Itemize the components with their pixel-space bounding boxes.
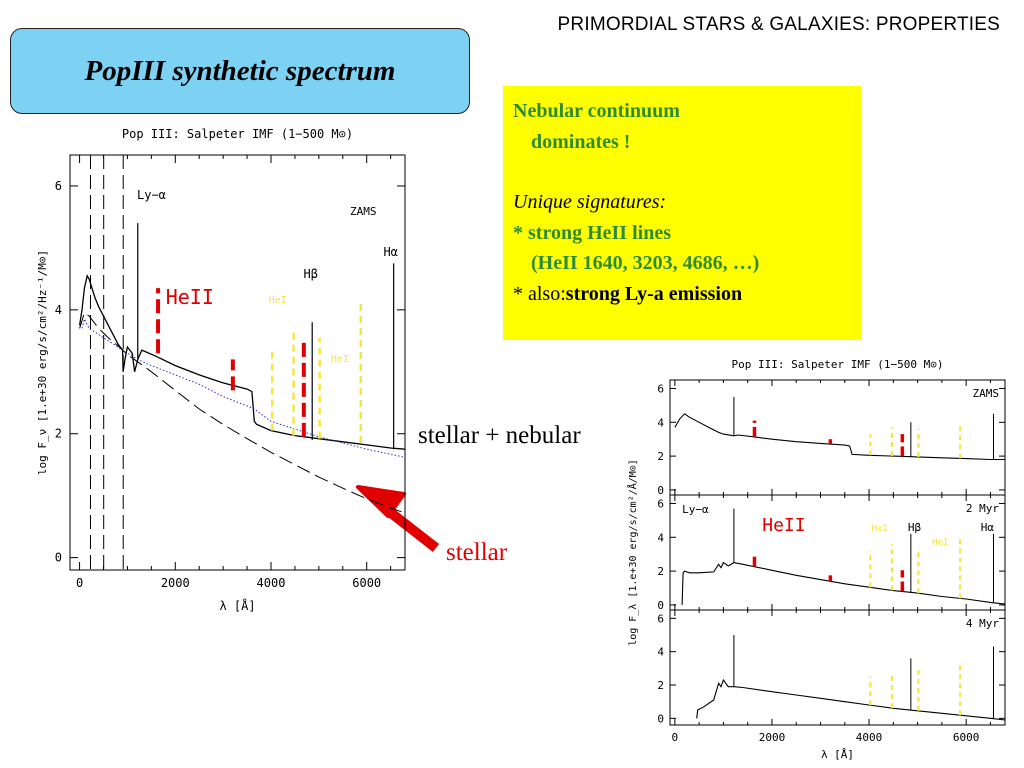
slide-title: PopIII synthetic spectrum (84, 54, 396, 87)
x-axis-label: λ [Å] (219, 598, 255, 613)
y-tick-label: 6 (657, 497, 664, 510)
info-line-1: Nebular continuum (513, 100, 680, 122)
y-tick-label: 6 (657, 612, 664, 625)
y-tick-label: 0 (657, 484, 664, 497)
panel-label: 4 Myr (966, 617, 999, 630)
y-axis-label: log F_λ [1.e+30 erg/s/cm²/Å/M⊙] (626, 459, 639, 646)
label-ly-alpha: Ly−α (682, 503, 709, 516)
label-heii: HeII (762, 515, 805, 536)
y-tick-label: 2 (55, 427, 62, 441)
x-tick-label: 6000 (352, 576, 381, 590)
panel-spectrum (696, 678, 1006, 721)
label-hei-2: HeI (932, 538, 948, 548)
info-line-2: dominates ! (531, 130, 631, 153)
slide-header: PRIMORDIAL STARS & GALAXIES: PROPERTIES (557, 14, 1000, 35)
panel-frame (669, 609, 1006, 726)
panel-frame (669, 379, 1006, 496)
series-nebular (81, 317, 406, 458)
info-line-6-bold: strong Ly-a emission (565, 282, 743, 305)
x-tick-label: 0 (672, 731, 679, 744)
info-line-4: * strong HeII lines (513, 221, 671, 244)
label-stellar: stellar (446, 539, 508, 566)
chart-title: Pop III: Salpeter IMF (1−500 M⊙) (732, 358, 944, 371)
y-tick-label: 0 (657, 712, 664, 725)
panel-spectrum (681, 561, 1006, 605)
label-h-beta: Hβ (908, 521, 922, 534)
x-tick-label: 6000 (953, 731, 980, 744)
x-tick-label: 2000 (161, 576, 190, 590)
y-axis-label: log F_ν [1.e+30 erg/s/cm²/Hz⁻¹/M⊙] (36, 250, 49, 475)
panel-spectrum (674, 413, 1005, 461)
y-tick-label: 2 (657, 679, 664, 692)
label-hei-1: HeI (269, 295, 287, 306)
panel-frame (669, 494, 1006, 611)
x-axis-label: λ [Å] (821, 748, 854, 761)
y-tick-label: 4 (657, 531, 664, 544)
y-tick-label: 2 (657, 450, 664, 463)
x-tick-label: 0 (76, 576, 83, 590)
chart-title: Pop III: Salpeter IMF (1−500 M⊙) (122, 127, 353, 141)
info-spacer (513, 157, 851, 187)
plot-frame (69, 154, 406, 571)
y-tick-label: 4 (657, 646, 664, 659)
series-stellar (79, 312, 406, 514)
info-line-6: * also:strong Ly-a emission (513, 279, 851, 310)
label-hei-1: HeI (871, 524, 887, 534)
label-heii: HeII (166, 285, 214, 309)
y-tick-label: 2 (657, 565, 664, 578)
info-line-3: Unique signatures: (513, 191, 667, 213)
y-tick-label: 6 (657, 382, 664, 395)
panel-label: ZAMS (973, 387, 1000, 400)
x-tick-label: 2000 (759, 731, 786, 744)
label-h-alpha: Hα (981, 521, 995, 534)
label-h-alpha: Hα (383, 245, 397, 259)
info-box: Nebular continuum dominates ! Unique sig… (503, 86, 861, 340)
info-line-6-prefix: * also: (513, 282, 566, 305)
y-tick-label: 0 (657, 599, 664, 612)
info-line-5: (HeII 1640, 3203, 4686, …) (531, 252, 760, 274)
panel-label: 2 Myr (966, 502, 999, 515)
label-h-beta: Hβ (304, 267, 318, 281)
x-tick-label: 4000 (257, 576, 286, 590)
x-tick-label: 4000 (856, 731, 883, 744)
left-spectrum-chart: Pop III: Salpeter IMF (1−500 M⊙) 0 2000 400… (36, 127, 406, 613)
y-tick-label: 4 (55, 303, 62, 317)
series-stellar-nebular (78, 274, 406, 450)
label-ly-alpha: Ly−α (137, 188, 166, 202)
label-hei-2: HeI (331, 354, 349, 365)
title-box: PopIII synthetic spectrum (10, 28, 470, 114)
y-tick-label: 0 (55, 551, 62, 565)
right-spectrum-chart: Pop III: Salpeter IMF (1−500 M⊙) 0 2 4 6 ZAMS… (626, 358, 1006, 761)
label-stellar-nebular: stellar + nebular (418, 422, 581, 449)
label-zams: ZAMS (350, 205, 377, 218)
y-tick-label: 4 (657, 416, 664, 429)
y-tick-label: 6 (55, 179, 62, 193)
